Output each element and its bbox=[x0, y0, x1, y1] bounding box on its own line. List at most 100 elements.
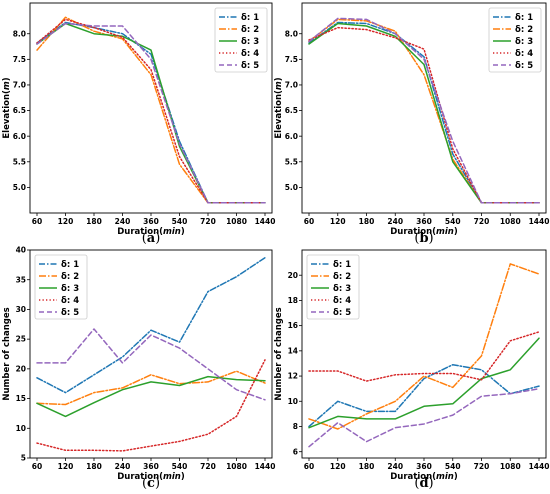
panel-label: (b) bbox=[414, 231, 433, 246]
x-tick-label: 360 bbox=[143, 217, 159, 226]
legend-box bbox=[306, 254, 360, 320]
y-tick-label: 8.0 bbox=[13, 29, 26, 38]
x-tick-label: 240 bbox=[115, 217, 131, 226]
x-tick-label: 180 bbox=[359, 462, 375, 471]
x-tick-label: 1440 bbox=[529, 217, 550, 226]
legend-label-delta-1: δ: 1 bbox=[61, 260, 79, 270]
y-tick-label: 5.0 bbox=[285, 183, 298, 192]
y-tick-label: 15 bbox=[16, 394, 26, 403]
panel-label: (a) bbox=[142, 231, 161, 246]
legend: δ: 1 δ: 2 δ: 3 δ: 4 δ: 5 bbox=[214, 7, 268, 73]
legend-label-delta-3: δ: 3 bbox=[61, 284, 79, 294]
series-line-delta-4 bbox=[308, 331, 540, 382]
x-tick-label: 240 bbox=[387, 217, 403, 226]
series-line-delta-5 bbox=[36, 328, 266, 401]
x-tick-label: 60 bbox=[32, 462, 42, 471]
x-tick-label: 60 bbox=[304, 462, 314, 471]
legend-label-delta-4: δ: 4 bbox=[333, 296, 351, 306]
y-axis-label: Elevation(m) bbox=[2, 77, 12, 138]
panel-label: (c) bbox=[142, 476, 160, 491]
x-tick-label: 120 bbox=[58, 462, 74, 471]
series-line-delta-5 bbox=[308, 387, 540, 448]
x-tick-label: 240 bbox=[115, 462, 131, 471]
legend-label-delta-1: δ: 1 bbox=[241, 13, 259, 23]
y-tick-label: 8 bbox=[293, 422, 298, 431]
y-tick-label: 16 bbox=[288, 321, 298, 330]
legend-label-delta-5: δ: 5 bbox=[333, 308, 351, 318]
series-line-delta-4 bbox=[36, 18, 266, 204]
y-tick-label: 7.5 bbox=[13, 55, 26, 64]
series-line-delta-1 bbox=[308, 363, 540, 428]
y-tick-label: 6.5 bbox=[13, 106, 26, 115]
legend-box bbox=[214, 7, 268, 73]
legend-box bbox=[488, 7, 542, 73]
x-tick-label: 360 bbox=[143, 462, 159, 471]
chart-panel-b: 60 120 180 240 360 540 720 1080 1440 5.0 5.5 6.0 6.5… bbox=[274, 2, 550, 246]
y-tick-label: 5.5 bbox=[285, 157, 298, 166]
legend-label-delta-4: δ: 4 bbox=[241, 49, 259, 59]
y-tick-label: 6 bbox=[293, 447, 298, 456]
y-tick-label: 25 bbox=[16, 335, 26, 344]
x-tick-label: 180 bbox=[86, 217, 102, 226]
x-tick-label: 60 bbox=[32, 217, 42, 226]
series-line-delta-2 bbox=[36, 370, 266, 406]
series-line-delta-4 bbox=[308, 26, 540, 204]
y-tick-label: 5.0 bbox=[13, 183, 26, 192]
x-tick-label: 1080 bbox=[226, 217, 247, 226]
x-axis-label: Duration(min) bbox=[390, 472, 458, 482]
x-tick-label: 1080 bbox=[500, 462, 521, 471]
legend-label-delta-5: δ: 5 bbox=[61, 308, 79, 318]
y-tick-label: 10 bbox=[288, 397, 298, 406]
y-tick-label: 14 bbox=[288, 346, 298, 355]
x-tick-label: 240 bbox=[387, 462, 403, 471]
legend: δ: 1 δ: 2 δ: 3 δ: 4 δ: 5 bbox=[488, 7, 542, 73]
legend-box bbox=[34, 254, 88, 320]
x-tick-label: 180 bbox=[86, 462, 102, 471]
x-tick-label: 180 bbox=[359, 217, 375, 226]
legend: δ: 1 δ: 2 δ: 3 δ: 4 δ: 5 bbox=[306, 254, 360, 320]
legend-label-delta-1: δ: 1 bbox=[333, 260, 351, 270]
legend-label-delta-1: δ: 1 bbox=[515, 13, 533, 23]
legend-label-delta-2: δ: 2 bbox=[61, 272, 79, 282]
x-tick-label: 1080 bbox=[226, 462, 247, 471]
x-tick-label: 540 bbox=[445, 462, 461, 471]
legend-label-delta-2: δ: 2 bbox=[241, 25, 259, 35]
y-tick-label: 10 bbox=[16, 424, 26, 433]
y-axis-label: Elevation(m) bbox=[274, 77, 284, 138]
x-tick-label: 120 bbox=[58, 217, 74, 226]
series-line-delta-3 bbox=[36, 375, 266, 418]
x-tick-label: 540 bbox=[172, 462, 188, 471]
legend: δ: 1 δ: 2 δ: 3 δ: 4 δ: 5 bbox=[34, 254, 88, 320]
series-line-delta-5 bbox=[36, 22, 266, 204]
legend-label-delta-3: δ: 3 bbox=[241, 37, 259, 47]
y-tick-label: 5 bbox=[21, 454, 26, 463]
y-tick-label: 6.5 bbox=[285, 106, 298, 115]
x-tick-label: 540 bbox=[445, 217, 461, 226]
y-tick-label: 7.0 bbox=[285, 81, 298, 90]
y-tick-label: 18 bbox=[288, 296, 298, 305]
x-tick-label: 1440 bbox=[255, 217, 276, 226]
y-tick-label: 30 bbox=[16, 305, 26, 314]
legend-label-delta-2: δ: 2 bbox=[515, 25, 533, 35]
x-tick-label: 360 bbox=[416, 217, 432, 226]
x-axis-label: Duration(min) bbox=[390, 227, 458, 237]
series-line-delta-4 bbox=[36, 359, 266, 452]
legend-label-delta-5: δ: 5 bbox=[241, 61, 259, 71]
x-tick-label: 720 bbox=[474, 217, 490, 226]
x-tick-label: 120 bbox=[330, 217, 346, 226]
legend-label-delta-2: δ: 2 bbox=[333, 272, 351, 282]
chart-panel-a: 60 120 180 240 360 540 720 1080 1440 5.0 5.5 6.0 6.5… bbox=[2, 2, 276, 246]
x-axis-label: Duration(min) bbox=[117, 472, 185, 482]
y-axis-label: Number of changes bbox=[2, 307, 12, 400]
x-tick-label: 720 bbox=[200, 217, 216, 226]
y-axis-label: Number of changes bbox=[274, 307, 284, 400]
x-tick-label: 1440 bbox=[529, 462, 550, 471]
y-tick-label: 20 bbox=[288, 271, 298, 280]
y-tick-label: 20 bbox=[16, 364, 26, 373]
series-line-delta-5 bbox=[308, 17, 540, 204]
x-tick-label: 60 bbox=[304, 217, 314, 226]
series-line-delta-2 bbox=[308, 263, 540, 430]
x-tick-label: 720 bbox=[200, 462, 216, 471]
legend-label-delta-3: δ: 3 bbox=[515, 37, 533, 47]
